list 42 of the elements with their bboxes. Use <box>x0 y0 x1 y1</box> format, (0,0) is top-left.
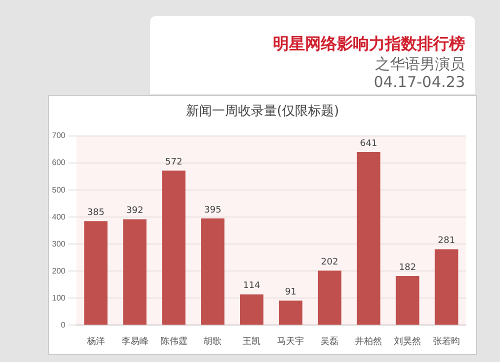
data-label: 114 <box>243 281 261 292</box>
y-tick-label: 100 <box>52 293 66 302</box>
y-tick-label: 500 <box>52 185 66 194</box>
bar <box>123 219 146 325</box>
x-tick-label: 马天宇 <box>277 336 304 346</box>
x-tick-label: 胡歌 <box>204 336 222 346</box>
x-tick-label: 吴磊 <box>320 336 339 346</box>
x-tick-label: 陈伟霆 <box>160 336 188 346</box>
bar <box>396 276 420 325</box>
chart-subtitle: 之华语男演员 <box>374 55 465 73</box>
text: 新闻一周收录量(仅限标题) <box>184 103 340 120</box>
data-label: 281 <box>438 236 456 246</box>
data-label: 641 <box>360 138 378 149</box>
bar <box>84 221 108 325</box>
data-label: 182 <box>398 262 416 273</box>
data-label: 202 <box>321 257 338 268</box>
chart-title: 明星网络影响力指数排行榜 <box>272 34 465 55</box>
data-label: 91 <box>284 287 296 298</box>
text: 04.17-04.23 <box>372 73 465 91</box>
data-label: 385 <box>87 208 104 218</box>
x-tick-label: 王凯 <box>242 336 261 346</box>
bar <box>318 270 342 325</box>
bar <box>201 218 224 325</box>
y-tick-label: 700 <box>52 131 66 140</box>
bar <box>434 249 458 325</box>
y-tick-label: 400 <box>52 212 66 222</box>
bar <box>356 152 380 325</box>
x-tick-label: 井柏然 <box>355 336 382 346</box>
data-label: 392 <box>126 206 144 216</box>
x-tick-label: 杨洋 <box>86 336 105 346</box>
data-label: 395 <box>204 205 222 216</box>
bar <box>240 294 264 325</box>
y-tick-label: 600 <box>52 158 66 168</box>
x-tick-label: 张若昀 <box>433 336 460 346</box>
y-tick-label: 300 <box>52 239 66 248</box>
bar <box>278 300 302 325</box>
x-tick-label: 李易峰 <box>121 336 148 346</box>
y-tick-label: 0 <box>60 320 66 330</box>
bar <box>162 170 186 325</box>
data-label: 572 <box>165 157 182 168</box>
x-tick-label: 刘昊然 <box>394 336 422 346</box>
y-tick-label: 200 <box>52 266 66 276</box>
